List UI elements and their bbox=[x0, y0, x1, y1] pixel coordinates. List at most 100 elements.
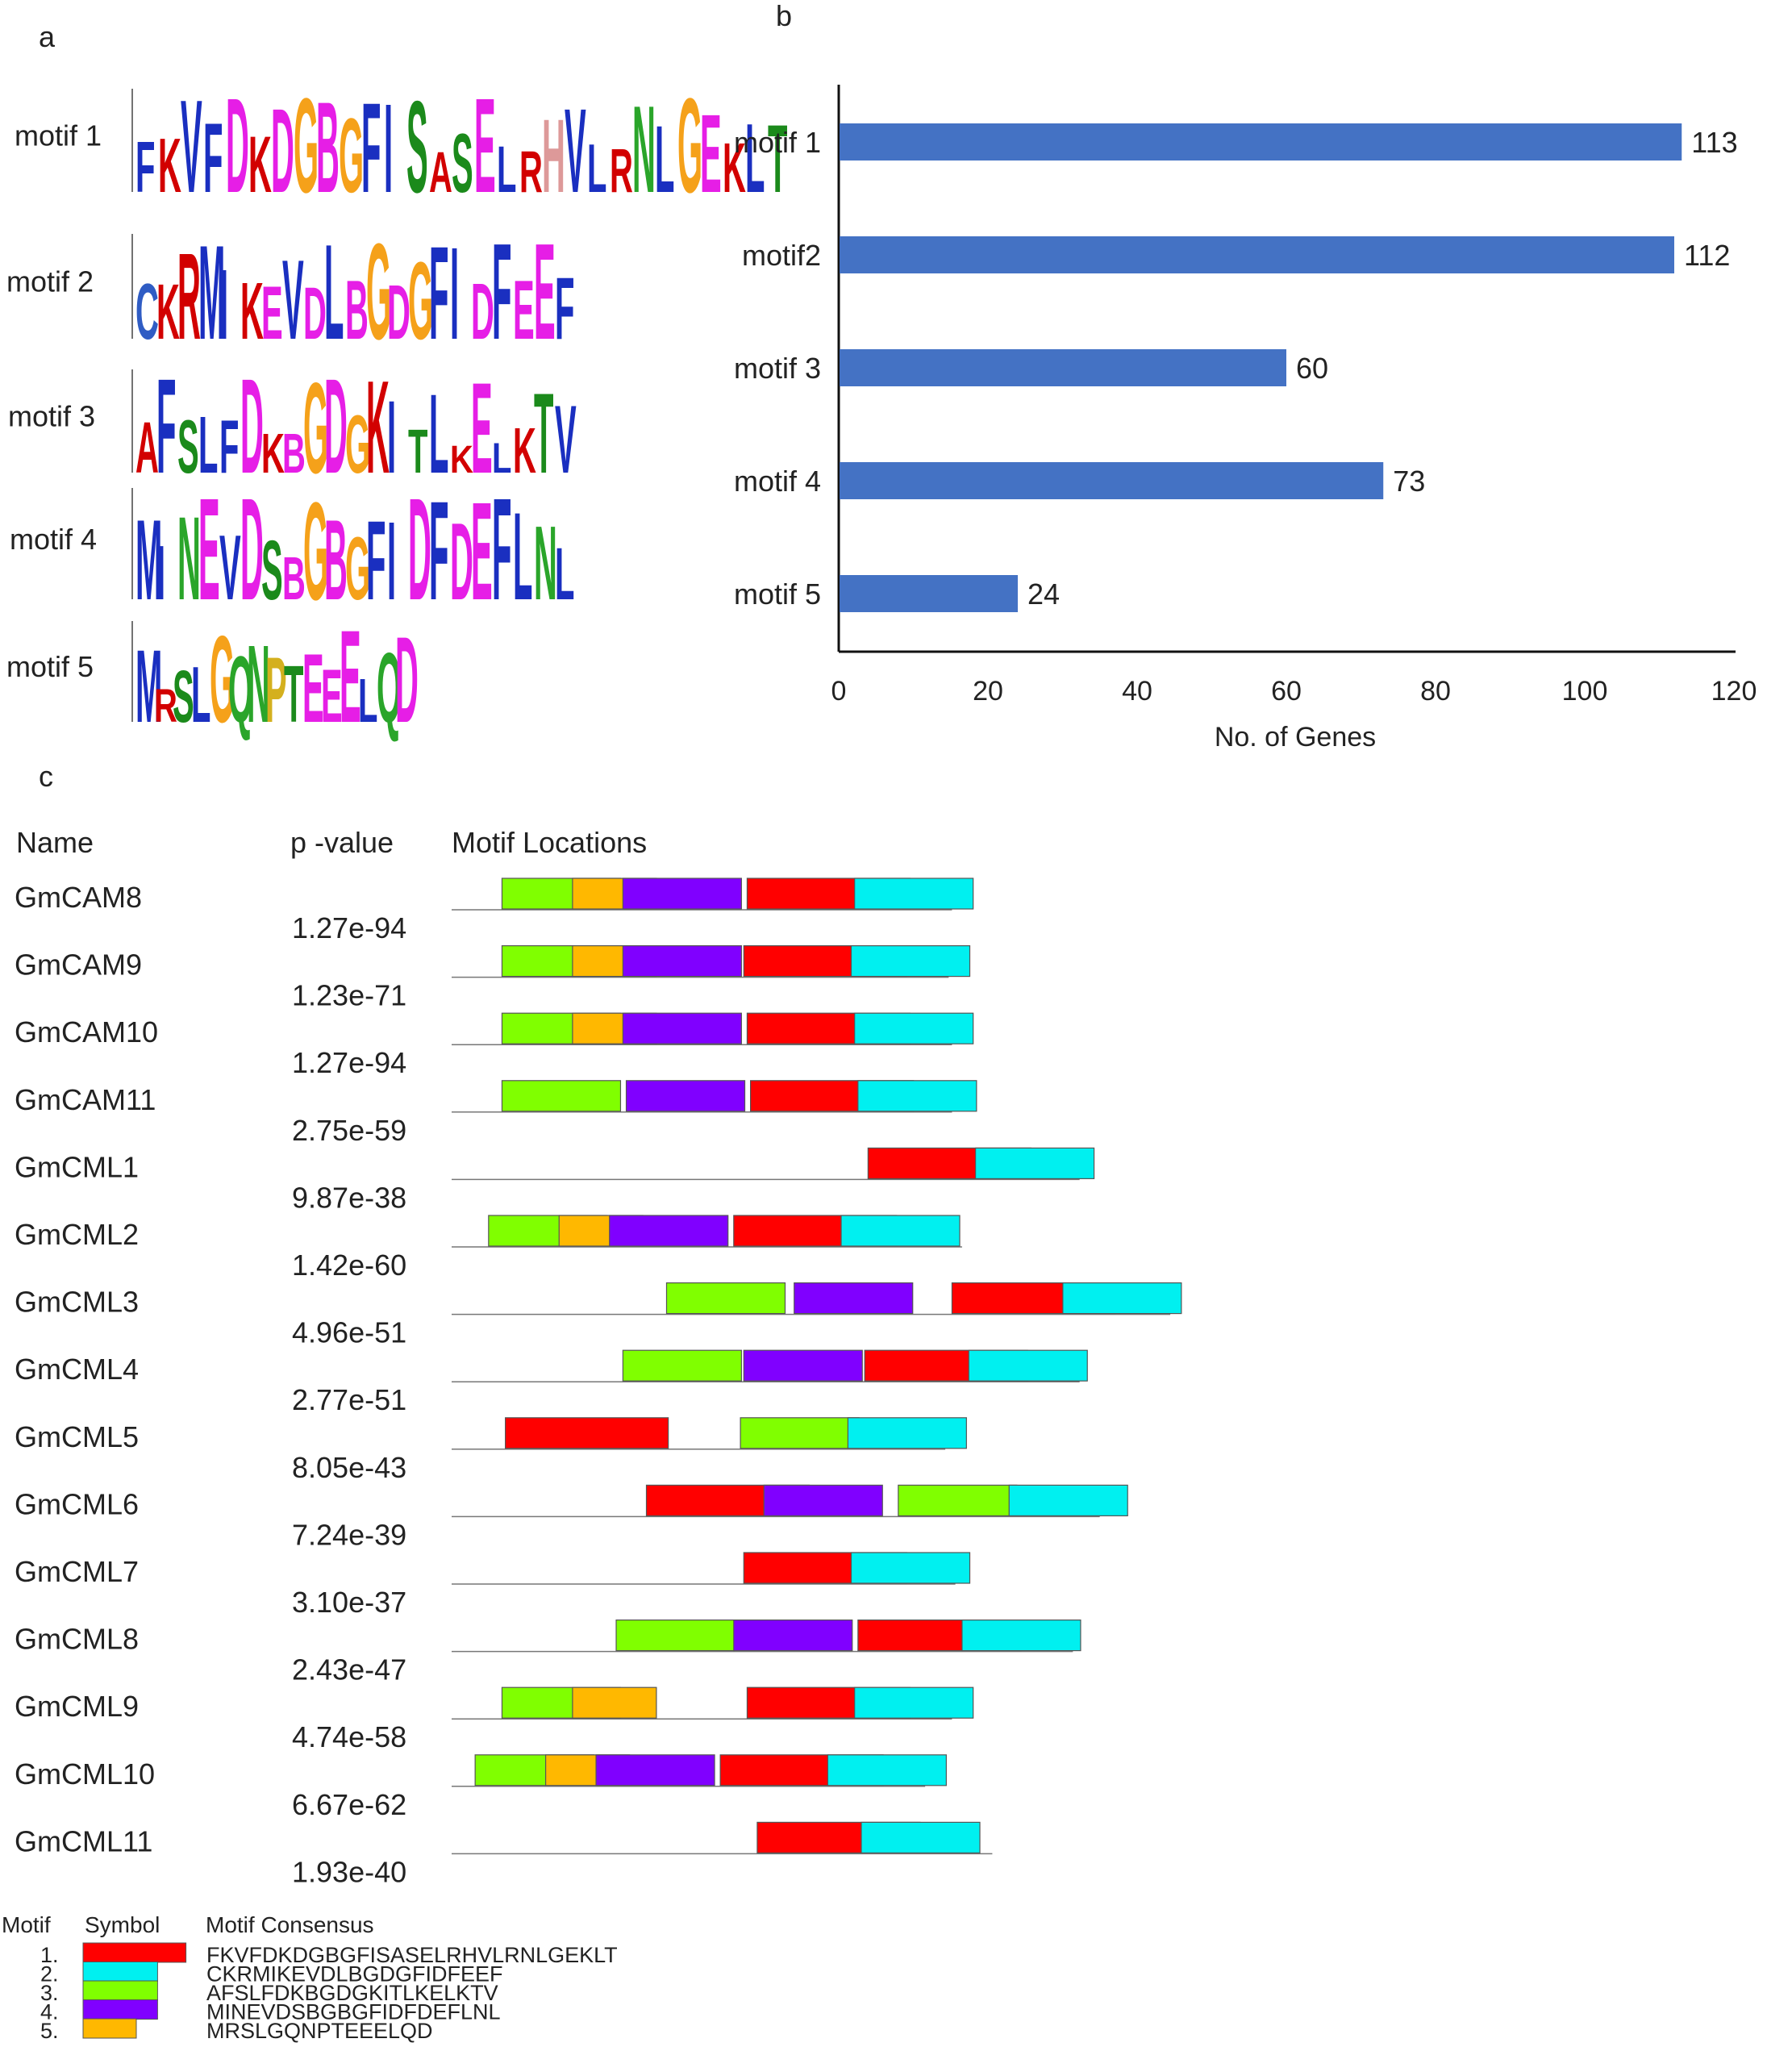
logo-letter: L bbox=[492, 435, 511, 482]
motif-logo-label: motif 3 bbox=[8, 399, 95, 432]
motif-box-2 bbox=[1062, 1282, 1182, 1315]
legend-consensus: MINEVDSBGBGFIDFDEFLNL bbox=[206, 2000, 501, 2024]
motif-box-2 bbox=[861, 1821, 981, 1853]
logo-letter: M bbox=[135, 629, 162, 744]
logo-letter: B bbox=[282, 422, 306, 486]
motif-box-2 bbox=[854, 1012, 974, 1044]
logo-letter: F bbox=[135, 127, 155, 208]
logo-letter: S bbox=[452, 116, 473, 210]
logo-letter: G bbox=[303, 356, 328, 501]
gene-pvalue: 3.10e-37 bbox=[292, 1586, 406, 1619]
logo-letter: I bbox=[219, 250, 228, 361]
gene-pvalue: 1.27e-94 bbox=[292, 911, 406, 944]
logo-letter: L bbox=[497, 132, 516, 206]
x-tick-label: 20 bbox=[973, 676, 1003, 707]
logo-letter: R bbox=[177, 227, 201, 365]
data-label: 112 bbox=[1684, 239, 1730, 272]
logo-letter: G bbox=[408, 240, 433, 363]
gene-name: GmCML5 bbox=[15, 1420, 139, 1453]
logo-letter: D bbox=[303, 273, 327, 355]
gene-pvalue: 2.75e-59 bbox=[292, 1114, 406, 1147]
logo-letter: E bbox=[513, 263, 535, 356]
motif-logo-label: motif 5 bbox=[6, 650, 94, 683]
motif-box-2 bbox=[974, 1147, 1095, 1180]
logo-letter: N bbox=[534, 506, 557, 623]
motif-box-4 bbox=[622, 1012, 742, 1044]
motif-box-3 bbox=[740, 1417, 860, 1449]
logo-letter: F bbox=[366, 498, 385, 623]
motif-box-2 bbox=[847, 1417, 967, 1449]
gene-pvalue: 1.23e-71 bbox=[292, 979, 406, 1012]
legend-consensus: FKVFDKDGBGFISASELRHVLRNLGEKLT bbox=[206, 1943, 618, 1967]
logo-letter: D bbox=[226, 70, 249, 221]
legend-symbol bbox=[82, 1942, 187, 1963]
bar bbox=[840, 349, 1286, 386]
x-tick-label: 120 bbox=[1711, 676, 1757, 707]
x-tick-label: 60 bbox=[1271, 676, 1302, 707]
motif-box-3 bbox=[622, 1349, 742, 1382]
logo-letter: D bbox=[240, 468, 264, 631]
bar bbox=[840, 123, 1682, 161]
logo-letter: A bbox=[135, 407, 159, 489]
panel-label-a: a bbox=[39, 20, 56, 53]
motif-box-4 bbox=[743, 1349, 863, 1382]
logo-letter: B bbox=[345, 263, 369, 356]
logo-letter: L bbox=[198, 401, 218, 491]
gene-pvalue: 6.67e-62 bbox=[292, 1788, 406, 1821]
logo-letter: N bbox=[177, 491, 201, 624]
gene-name: GmCML4 bbox=[15, 1353, 139, 1386]
logo-letter: S bbox=[406, 74, 428, 220]
logo-letter: L bbox=[745, 104, 765, 214]
logo-letter: G bbox=[677, 70, 702, 221]
legend-symbol bbox=[82, 1962, 158, 1982]
logo-letter: D bbox=[408, 468, 431, 631]
logo-letter: E bbox=[471, 473, 493, 629]
logo-letter: G bbox=[345, 399, 370, 490]
motif-box-3 bbox=[665, 1282, 786, 1315]
gene-count-bar-chart: No. of Genes motif 1 113 motif2 112 motif 3 6… bbox=[734, 85, 1757, 753]
logo-letter: S bbox=[177, 406, 199, 490]
motif-logo-panel: motif 1 F K V F D K D GB GF I S A S E L R H V L R N L GE K L Tmoti… bbox=[6, 70, 787, 751]
logo-letter: H bbox=[542, 98, 565, 215]
logo-letter: K bbox=[450, 439, 473, 482]
logo-letter: T bbox=[284, 650, 303, 740]
logo-letter: E bbox=[700, 91, 722, 216]
x-tick-label: 0 bbox=[831, 676, 847, 707]
motif-box-4 bbox=[625, 1080, 746, 1112]
logo-letter: R bbox=[154, 680, 177, 732]
logo-letter: F bbox=[555, 261, 574, 358]
logo-letter: M bbox=[135, 497, 162, 624]
logo-letter: L bbox=[587, 131, 606, 207]
logo-letter: L bbox=[429, 371, 448, 497]
panel-label-b: b bbox=[776, 0, 792, 32]
logo-letter: V bbox=[282, 237, 304, 363]
logo-letter: F bbox=[361, 76, 381, 219]
category-label: motif 4 bbox=[734, 465, 821, 498]
logo-letter: E bbox=[198, 468, 220, 631]
category-label: motif2 bbox=[742, 239, 821, 272]
logo-letter: M bbox=[198, 217, 225, 368]
logo-letter: V bbox=[181, 73, 202, 221]
logo-letter: G bbox=[339, 96, 364, 215]
legend-consensus: AFSLFDKBGDGKITLKELKTV bbox=[206, 1981, 498, 2005]
logo-letter: K bbox=[158, 123, 181, 209]
legend-number: 5. bbox=[40, 2019, 59, 2043]
header-pvalue: p -value bbox=[290, 826, 394, 859]
logo-letter: K bbox=[513, 415, 536, 487]
logo-letter: L bbox=[655, 106, 674, 213]
logo-letter: Q bbox=[228, 638, 253, 743]
logo-letter: L bbox=[191, 650, 210, 739]
logo-letter: F bbox=[429, 471, 448, 629]
logo-letter: L bbox=[324, 215, 344, 367]
motif-box-2 bbox=[854, 878, 974, 910]
logo-letter: L bbox=[555, 533, 574, 615]
category-label: motif 3 bbox=[734, 352, 821, 385]
legend-consensus: MRSLGQNPTEEELQD bbox=[206, 2019, 433, 2043]
motif-box-4 bbox=[763, 1484, 883, 1517]
motif-box-2 bbox=[854, 1686, 974, 1719]
motif-box-4 bbox=[595, 1754, 715, 1786]
legend-symbol bbox=[82, 2018, 137, 2039]
gene-name: GmCML9 bbox=[15, 1690, 139, 1723]
motif-box-4 bbox=[733, 1619, 853, 1652]
